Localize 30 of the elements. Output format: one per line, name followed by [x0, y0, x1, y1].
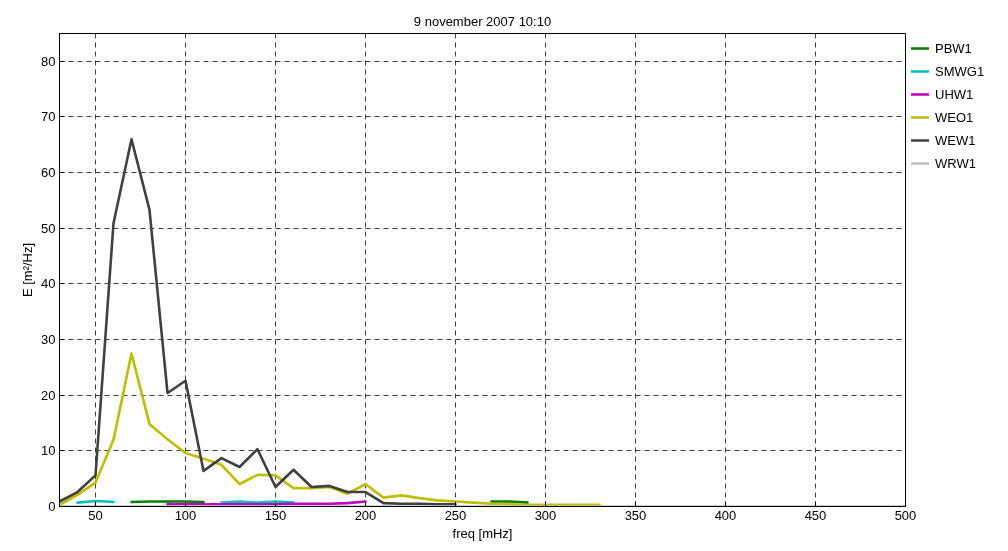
y-tick-label: 60	[41, 165, 56, 181]
legend-label: WRW1	[935, 154, 976, 172]
x-tick-label: 250	[444, 507, 467, 523]
y-tick-label: 50	[41, 220, 56, 236]
legend-label: WEO1	[935, 108, 974, 126]
x-tick-label: 100	[174, 507, 197, 523]
x-tick-label: 150	[264, 507, 287, 523]
y-tick-label: 30	[41, 332, 56, 348]
line-series	[59, 137, 457, 506]
chart-title: 9 november 2007 10:10	[413, 13, 552, 29]
legend-label: PBW1	[935, 39, 972, 57]
x-tick-label: 50	[88, 507, 103, 523]
y-tick-label: 70	[41, 109, 56, 125]
y-tick-label: 40	[41, 276, 56, 292]
legend-label: WEW1	[935, 131, 976, 149]
x-tick-label: 350	[624, 507, 647, 523]
y-tick-label: 0	[48, 499, 56, 514]
x-tick-label: 450	[804, 507, 827, 523]
x-tick-label: 200	[354, 507, 377, 523]
x-axis-title: freq [mHz]	[452, 525, 513, 541]
x-tick-label: 400	[714, 507, 737, 523]
x-tick-label: 300	[534, 507, 557, 523]
y-tick-label: 10	[41, 443, 56, 459]
legend-label: SMWG1	[935, 62, 985, 80]
line-series	[59, 352, 601, 507]
legend-label: UHW1	[935, 85, 974, 103]
y-axis-title: E [m²/Hz]	[20, 242, 36, 298]
x-tick-label: 500	[894, 507, 917, 523]
y-tick-label: 80	[41, 53, 56, 69]
y-tick-label: 20	[41, 387, 56, 403]
